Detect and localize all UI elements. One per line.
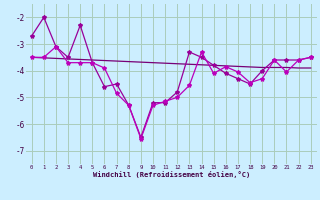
X-axis label: Windchill (Refroidissement éolien,°C): Windchill (Refroidissement éolien,°C) [92,171,250,178]
